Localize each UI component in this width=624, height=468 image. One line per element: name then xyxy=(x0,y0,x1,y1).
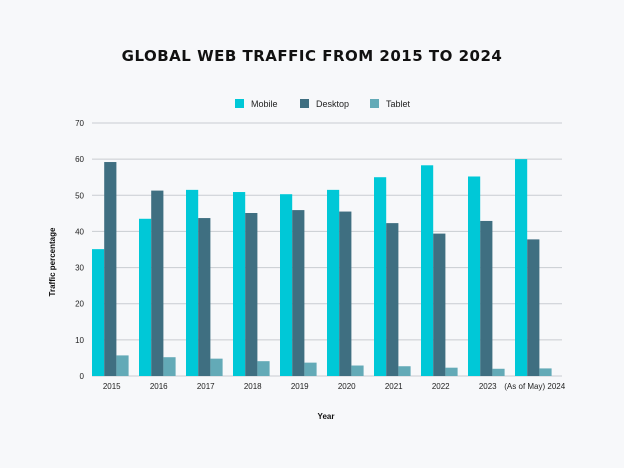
bar-tablet xyxy=(210,358,223,376)
legend-swatch-mobile xyxy=(235,99,244,108)
y-axis-ticks: 0 10 20 30 40 50 60 70 xyxy=(75,119,84,381)
y-axis-label: Traffic percentage xyxy=(48,227,57,296)
bars xyxy=(92,159,552,376)
x-tick-label: 2016 xyxy=(150,382,168,391)
x-axis-ticks: 2015 2016 2017 2018 2019 2020 2021 2022 2023 (As … xyxy=(103,382,566,391)
x-tick-label: 2023 xyxy=(479,382,497,391)
y-tick-label: 0 xyxy=(80,372,85,381)
bar-desktop xyxy=(386,223,399,376)
legend-label-tablet: Tablet xyxy=(386,99,411,109)
bar-tablet xyxy=(116,355,129,376)
y-tick-label: 30 xyxy=(75,264,84,273)
x-tick-label: 2019 xyxy=(291,382,309,391)
legend-label-desktop: Desktop xyxy=(316,99,349,109)
x-tick-label: 2020 xyxy=(338,382,356,391)
bar-mobile xyxy=(186,189,199,376)
bar-tablet xyxy=(257,361,270,376)
bar-tablet xyxy=(492,368,505,376)
bar-tablet xyxy=(398,366,411,376)
legend-swatch-tablet xyxy=(370,99,379,108)
bar-tablet xyxy=(539,368,552,376)
bar-tablet xyxy=(445,367,458,376)
legend-label-mobile: Mobile xyxy=(251,99,278,109)
bar-mobile xyxy=(374,177,387,376)
bar-tablet xyxy=(163,357,176,376)
y-tick-label: 10 xyxy=(75,336,84,345)
legend-swatch-desktop xyxy=(300,99,309,108)
bar-desktop xyxy=(480,220,493,376)
x-tick-label: (As of May) 2024 xyxy=(504,382,565,391)
bar-desktop xyxy=(104,162,117,376)
bar-mobile xyxy=(468,176,481,376)
legend: Mobile Desktop Tablet xyxy=(235,99,411,109)
bar-desktop xyxy=(151,190,164,376)
bar-desktop xyxy=(245,213,258,376)
bar-mobile xyxy=(327,189,340,376)
y-tick-label: 70 xyxy=(75,119,84,128)
x-tick-label: 2022 xyxy=(432,382,450,391)
bar-mobile xyxy=(280,194,293,376)
y-tick-label: 40 xyxy=(75,227,84,236)
x-tick-label: 2018 xyxy=(244,382,262,391)
y-tick-label: 20 xyxy=(75,300,84,309)
x-tick-label: 2017 xyxy=(197,382,215,391)
bar-mobile xyxy=(515,159,528,376)
bar-mobile xyxy=(139,218,152,376)
x-tick-label: 2021 xyxy=(385,382,403,391)
bar-mobile xyxy=(92,249,105,376)
bar-desktop xyxy=(527,239,540,376)
bar-desktop xyxy=(292,210,305,376)
bar-desktop xyxy=(433,233,446,376)
bar-desktop xyxy=(339,211,352,376)
bar-tablet xyxy=(351,365,364,376)
bar-desktop xyxy=(198,218,211,376)
bar-mobile xyxy=(233,192,246,376)
y-tick-label: 60 xyxy=(75,155,84,164)
chart-title: GLOBAL WEB TRAFFIC FROM 2015 TO 2024 xyxy=(122,47,503,65)
bar-tablet xyxy=(304,362,317,376)
x-axis-label: Year xyxy=(318,412,335,421)
x-tick-label: 2015 xyxy=(103,382,121,391)
y-tick-label: 50 xyxy=(75,191,84,200)
bar-mobile xyxy=(421,165,434,376)
